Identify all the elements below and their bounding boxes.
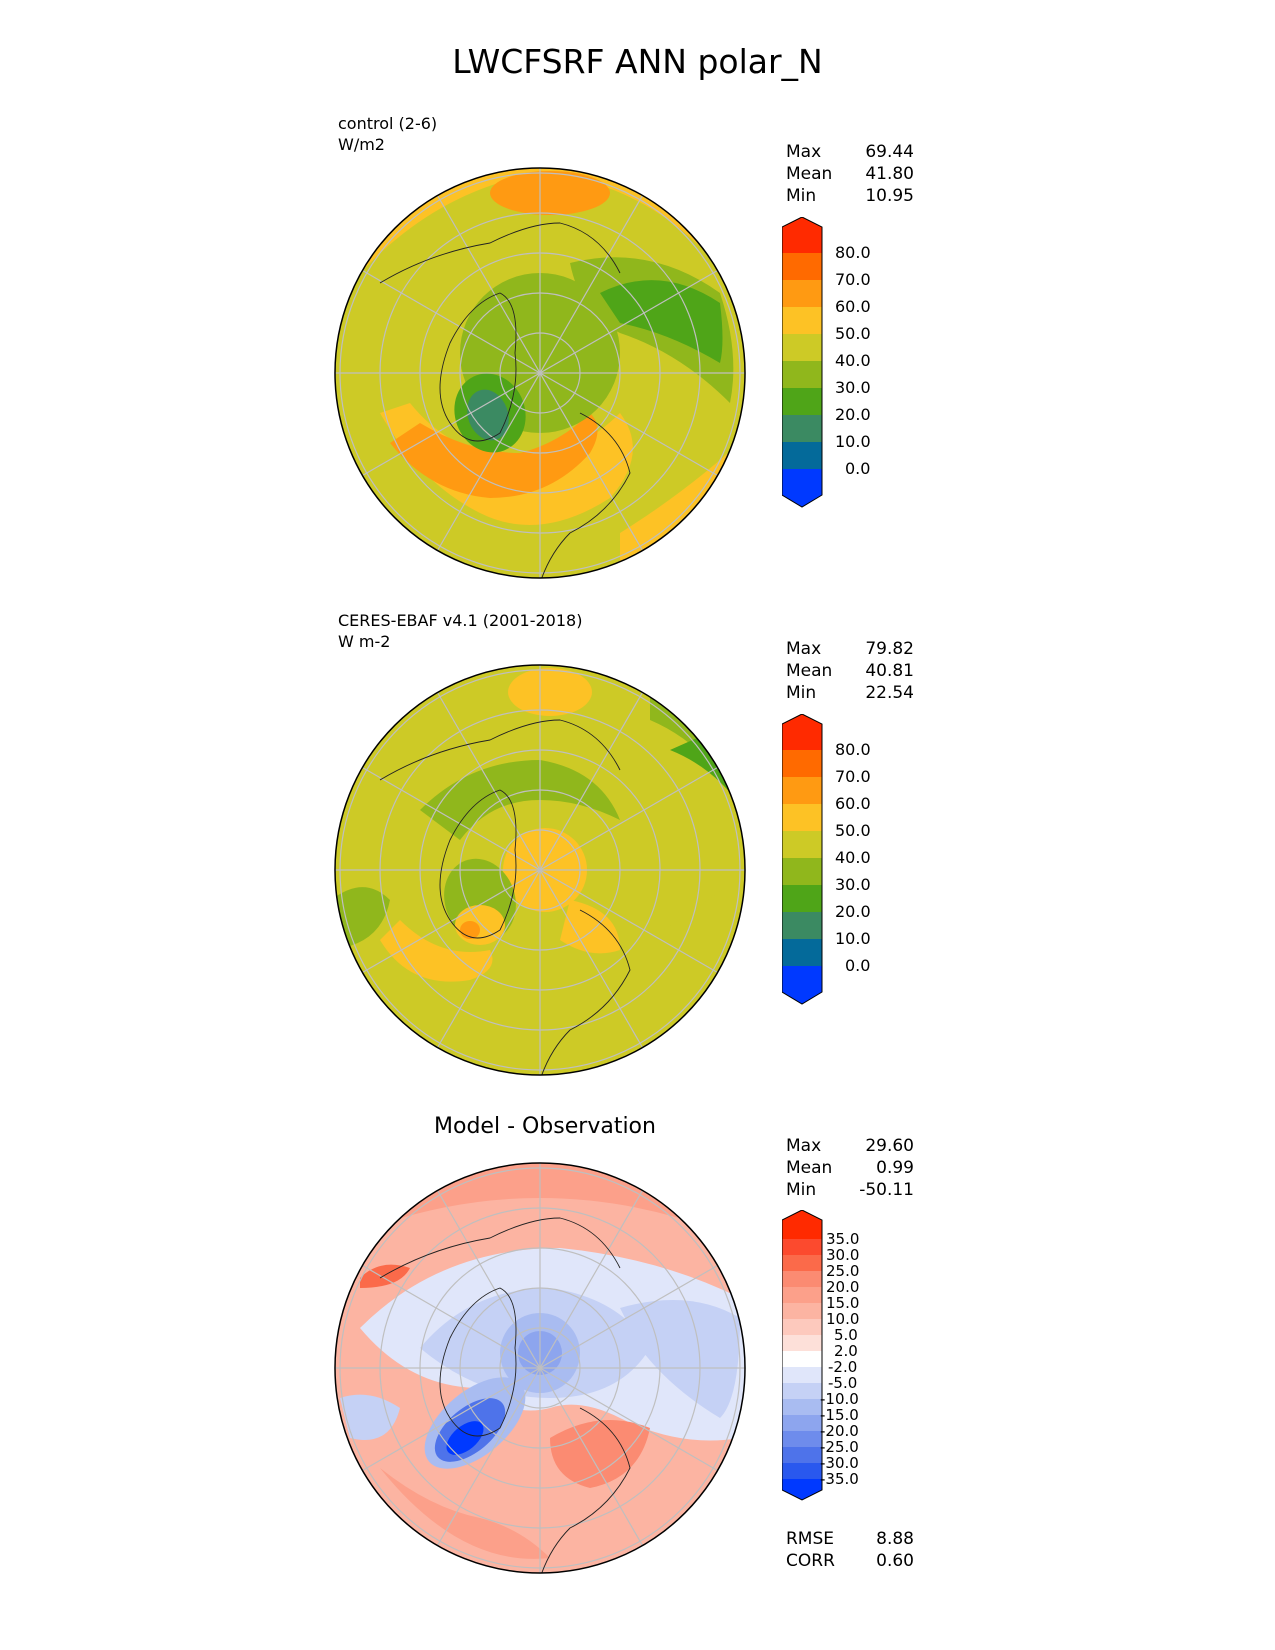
stat-value: -50.11 [859, 1180, 914, 1200]
panel-3-metrics: RMSE 8.88 CORR 0.60 [786, 1528, 914, 1572]
stat-label: Max [786, 142, 822, 162]
colorbar-tick: 15.0 [826, 1294, 859, 1312]
colorbar-tick: 0.0 [845, 956, 870, 975]
colorbar-tick: 40.0 [835, 848, 871, 867]
panel-3-stats: Max 29.60 Mean 0.99 Min -50.11 [786, 1135, 914, 1201]
colorbar-tick: 50.0 [835, 324, 871, 343]
colorbar-tick: -10.0 [820, 1390, 859, 1408]
colorbar-tick: 5.0 [834, 1326, 858, 1344]
panel-2-name: CERES-EBAF v4.1 (2001-2018) [338, 611, 583, 630]
observation-map [334, 664, 746, 1076]
stat-label: Mean [786, 164, 833, 184]
panel-1-label: control (2-6) W/m2 [338, 113, 437, 155]
stat-value: 29.60 [865, 1136, 914, 1156]
metric-label: RMSE [786, 1529, 835, 1549]
colorbar-tick: -20.0 [820, 1422, 859, 1440]
colorbar-tick: 30.0 [826, 1246, 859, 1264]
colorbar-tick: 25.0 [826, 1262, 859, 1280]
colorbar-tick: 10.0 [826, 1310, 859, 1328]
stat-value: 69.44 [865, 142, 914, 162]
colorbar-tick: 20.0 [835, 405, 871, 424]
colorbar-tick: 30.0 [835, 378, 871, 397]
panel-2-label: CERES-EBAF v4.1 (2001-2018) W m-2 [338, 610, 582, 652]
stat-value: 79.82 [865, 639, 914, 659]
colorbar-tick: 50.0 [835, 821, 871, 840]
colorbar-tick: 20.0 [835, 902, 871, 921]
stat-label: Min [786, 186, 817, 206]
difference-colorbar: 35.0 30.0 25.0 20.0 15.0 10.0 5.0 2.0 -2… [782, 1210, 859, 1501]
stat-value: 40.81 [865, 661, 914, 681]
stat-value: 22.54 [865, 683, 914, 703]
colorbar-tick: 10.0 [835, 432, 871, 451]
panel-2-stats: Max 79.82 Mean 40.81 Min 22.54 [786, 638, 914, 704]
stat-value: 0.99 [876, 1158, 914, 1178]
colorbar-tick: 2.0 [834, 1342, 858, 1360]
colorbar-tick: -15.0 [820, 1406, 859, 1424]
panel-1-units: W/m2 [338, 135, 385, 154]
stat-label: Min [786, 1180, 817, 1200]
colorbar-tick: 20.0 [826, 1278, 859, 1296]
colorbar-tick: 80.0 [835, 243, 871, 262]
control-colorbar: 80.0 70.0 60.0 50.0 40.0 30.0 20.0 10.0 … [782, 217, 871, 508]
colorbar-tick: 70.0 [835, 270, 871, 289]
colorbar-tick: -35.0 [820, 1470, 859, 1488]
colorbar-tick: 60.0 [835, 297, 871, 316]
panel-1-name: control (2-6) [338, 114, 438, 133]
colorbar-tick: -5.0 [828, 1374, 857, 1392]
colorbar-tick: -30.0 [820, 1454, 859, 1472]
difference-title: Model - Observation [434, 1114, 656, 1139]
metric-value: 0.60 [876, 1551, 914, 1571]
colorbar-tick: 30.0 [835, 875, 871, 894]
stat-label: Min [786, 683, 817, 703]
difference-map [334, 1162, 746, 1574]
colorbar-tick: -2.0 [828, 1358, 857, 1376]
colorbar-tick: -25.0 [820, 1438, 859, 1456]
colorbar-tick: 35.0 [826, 1230, 859, 1248]
control-map [334, 167, 746, 579]
stat-value: 10.95 [865, 186, 914, 206]
colorbar-tick: 70.0 [835, 767, 871, 786]
colorbar-tick: 0.0 [845, 459, 870, 478]
stat-label: Mean [786, 661, 833, 681]
figure-title: LWCFSRF ANN polar_N [452, 42, 823, 81]
metric-value: 8.88 [876, 1529, 914, 1549]
stat-label: Max [786, 1136, 822, 1156]
colorbar-tick: 80.0 [835, 740, 871, 759]
panel-2-units: W m-2 [338, 632, 391, 651]
stat-label: Max [786, 639, 822, 659]
panel-1-stats: Max 69.44 Mean 41.80 Min 10.95 [786, 141, 914, 207]
stat-label: Mean [786, 1158, 833, 1178]
stat-value: 41.80 [865, 164, 914, 184]
colorbar-tick: 10.0 [835, 929, 871, 948]
colorbar-tick: 60.0 [835, 794, 871, 813]
colorbar-tick: 40.0 [835, 351, 871, 370]
observation-colorbar: 80.0 70.0 60.0 50.0 40.0 30.0 20.0 10.0 … [782, 714, 871, 1005]
metric-label: CORR [786, 1551, 835, 1571]
